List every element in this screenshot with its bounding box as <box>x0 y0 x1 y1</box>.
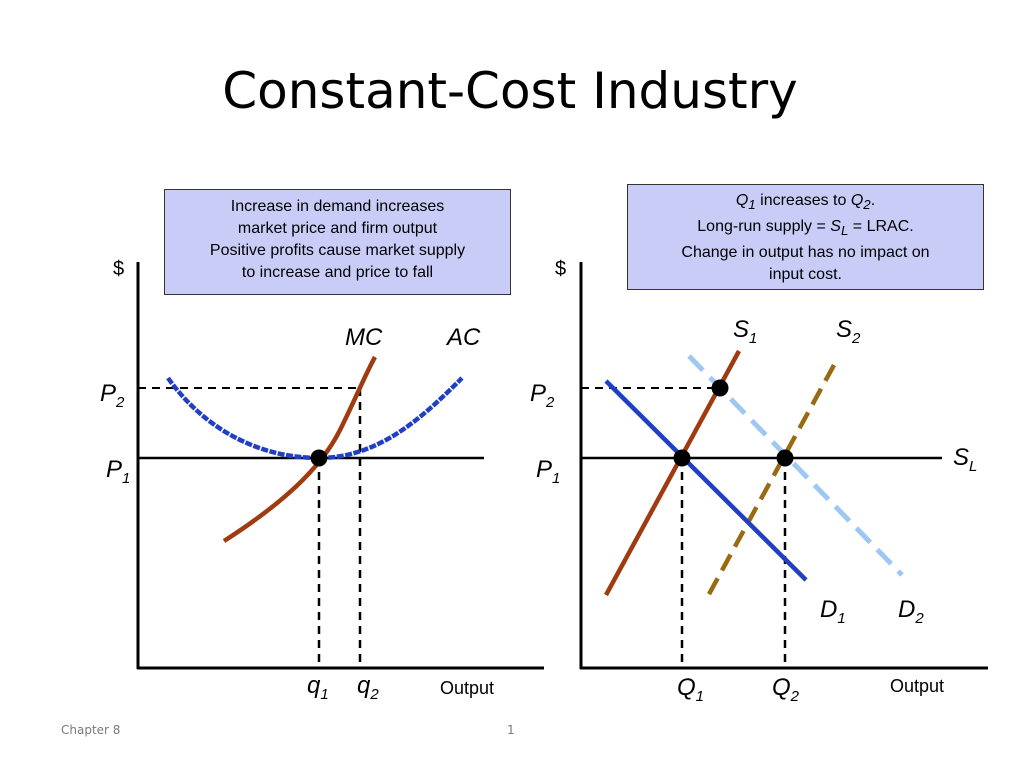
d2-label: D2 <box>898 596 924 627</box>
left-y-axis-label: $ <box>113 258 125 280</box>
slide-title: Constant-Cost Industry <box>222 62 798 120</box>
left-callout-line-3: Positive profits cause market supply <box>209 242 466 259</box>
s2-label: S2 <box>836 316 861 347</box>
big-q1-label: Q1 <box>677 674 705 705</box>
right-equilibrium-point-1 <box>673 449 691 467</box>
right-market-graph <box>579 262 988 670</box>
left-x-axis-label: Output <box>440 678 495 698</box>
right-p1-label: P1 <box>536 456 561 487</box>
q1-label: q1 <box>307 672 329 703</box>
right-callout-line-2: Long-run supply = SL = LRAC. <box>697 218 914 239</box>
right-p2-label: P2 <box>530 380 555 411</box>
sl-label: SL <box>953 444 978 475</box>
ac-curve <box>166 376 464 461</box>
right-callout-line-3: Change in output has no impact on <box>681 244 930 262</box>
left-callout-box: Increase in demand increases market pric… <box>164 189 511 295</box>
right-equilibrium-point-3 <box>776 449 794 467</box>
d1-label: D1 <box>820 596 846 627</box>
right-equilibrium-point-2 <box>711 379 729 397</box>
left-equilibrium-point <box>310 449 328 467</box>
right-callout-box: Q1 increases to Q2. Long-run supply = SL… <box>627 184 984 290</box>
left-p1-label: P1 <box>106 456 131 487</box>
right-y-axis-label: $ <box>555 258 567 280</box>
q2-label: q2 <box>357 672 379 703</box>
footer-chapter: Chapter 8 <box>61 723 121 737</box>
right-x-axis-label: Output <box>890 676 945 696</box>
left-callout-line-2: market price and firm output <box>237 220 438 237</box>
ac-label: AC <box>447 324 481 351</box>
s1-label: S1 <box>733 316 758 347</box>
right-callout-line-1: Q1 increases to Q2. <box>735 192 876 213</box>
mc-curve <box>222 355 377 543</box>
demand-curve-d1 <box>604 379 808 582</box>
left-p2-label: P2 <box>100 380 125 411</box>
left-callout-line-1: Increase in demand increases <box>230 198 445 215</box>
left-callout-line-4: to increase and price to fall <box>241 264 434 281</box>
mc-label: MC <box>345 324 383 351</box>
footer-page-number: 1 <box>507 723 515 737</box>
supply-curve-s2 <box>706 363 836 598</box>
left-firm-graph <box>136 262 544 670</box>
demand-curve-d2 <box>687 354 904 577</box>
right-callout-line-4: input cost. <box>769 266 842 284</box>
big-q2-label: Q2 <box>772 674 800 705</box>
